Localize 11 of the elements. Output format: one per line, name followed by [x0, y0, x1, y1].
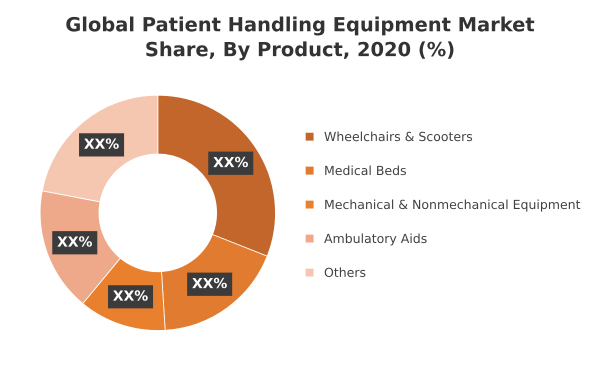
data-label: XX% [113, 290, 148, 301]
legend-label: Ambulatory Aids [324, 233, 427, 246]
legend-label: Others [324, 267, 366, 278]
data-label: XX% [192, 278, 227, 288]
chart-title: Global Patient Handling Equipment Market Share, By Product, 2020 (%) [66, 16, 534, 60]
data-label: XX% [57, 236, 92, 247]
data-label: XX% [84, 138, 119, 149]
data-label: XX% [213, 156, 248, 168]
legend-label: Mechanical & Nonmechanical Equipment [325, 199, 580, 212]
legend-label: Wheelchairs & Scooters [324, 132, 472, 142]
legend-label: Medical Beds [325, 166, 406, 176]
